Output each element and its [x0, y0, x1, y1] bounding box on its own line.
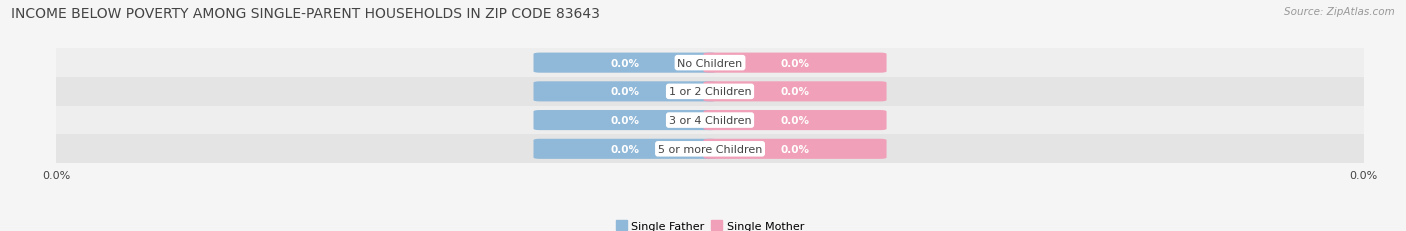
Text: INCOME BELOW POVERTY AMONG SINGLE-PARENT HOUSEHOLDS IN ZIP CODE 83643: INCOME BELOW POVERTY AMONG SINGLE-PARENT…	[11, 7, 600, 21]
FancyBboxPatch shape	[533, 82, 717, 102]
Text: 0.0%: 0.0%	[610, 116, 640, 125]
FancyBboxPatch shape	[703, 111, 887, 131]
FancyBboxPatch shape	[703, 82, 887, 102]
FancyBboxPatch shape	[703, 139, 887, 159]
Text: 0.0%: 0.0%	[780, 87, 810, 97]
Text: 3 or 4 Children: 3 or 4 Children	[669, 116, 751, 125]
Text: Source: ZipAtlas.com: Source: ZipAtlas.com	[1284, 7, 1395, 17]
FancyBboxPatch shape	[703, 53, 887, 73]
Text: 0.0%: 0.0%	[610, 144, 640, 154]
FancyBboxPatch shape	[533, 139, 717, 159]
Bar	[56, 135, 1364, 164]
Bar	[56, 106, 1364, 135]
Text: 5 or more Children: 5 or more Children	[658, 144, 762, 154]
Text: 0.0%: 0.0%	[780, 116, 810, 125]
Text: 0.0%: 0.0%	[780, 58, 810, 68]
Text: No Children: No Children	[678, 58, 742, 68]
Text: 0.0%: 0.0%	[610, 58, 640, 68]
FancyBboxPatch shape	[533, 111, 717, 131]
Text: 0.0%: 0.0%	[610, 87, 640, 97]
Legend: Single Father, Single Mother: Single Father, Single Mother	[612, 216, 808, 231]
Text: 0.0%: 0.0%	[780, 144, 810, 154]
Bar	[56, 49, 1364, 78]
FancyBboxPatch shape	[533, 53, 717, 73]
Bar	[56, 78, 1364, 106]
Text: 1 or 2 Children: 1 or 2 Children	[669, 87, 751, 97]
